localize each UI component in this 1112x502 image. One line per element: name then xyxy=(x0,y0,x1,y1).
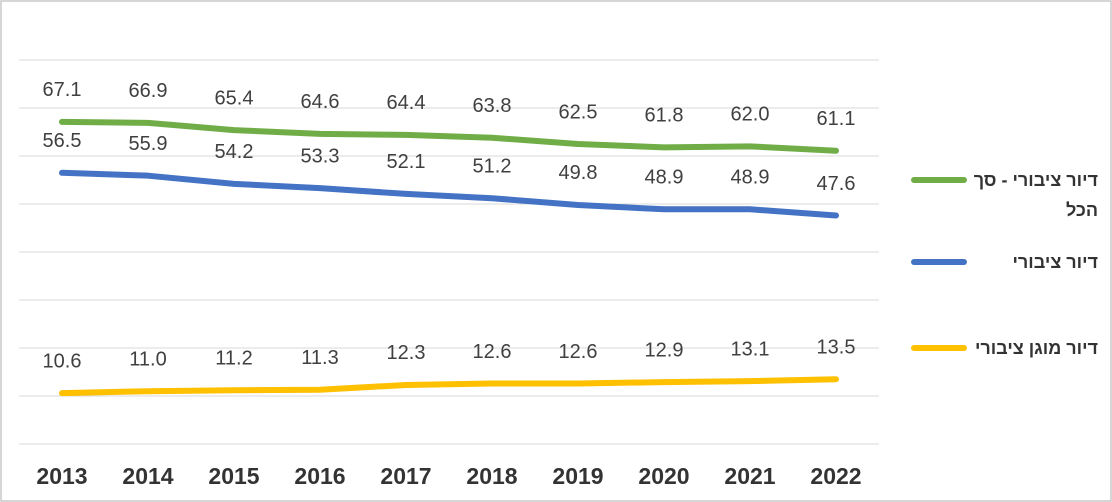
x-tick-label: 2013 xyxy=(36,463,87,489)
legend-label: דיור ציבורי xyxy=(1012,252,1099,272)
data-label: 67.1 xyxy=(43,79,82,101)
data-label: 61.8 xyxy=(645,105,684,127)
data-label: 54.2 xyxy=(215,141,254,163)
data-label: 48.9 xyxy=(645,167,684,189)
data-label: 55.9 xyxy=(129,133,168,155)
data-label: 52.1 xyxy=(387,151,426,173)
data-label: 13.5 xyxy=(817,336,856,358)
data-label: 12.9 xyxy=(645,339,684,361)
data-label: 53.3 xyxy=(301,145,340,167)
data-label: 62.5 xyxy=(559,101,598,123)
data-label: 12.6 xyxy=(559,341,598,363)
data-label: 66.9 xyxy=(129,80,168,102)
data-label: 63.8 xyxy=(473,95,512,117)
data-label: 49.8 xyxy=(559,162,598,184)
data-label: 65.4 xyxy=(215,87,254,109)
x-tick-label: 2016 xyxy=(294,463,345,489)
data-label: 11.2 xyxy=(215,348,252,370)
series-line xyxy=(59,118,839,154)
data-label: 12.6 xyxy=(473,341,512,363)
data-label: 51.2 xyxy=(473,156,512,178)
data-label: 47.6 xyxy=(817,173,856,195)
legend-label: דיור ציבורי - סך הכל xyxy=(973,170,1098,220)
x-tick-label: 2020 xyxy=(638,463,689,489)
data-label: 64.6 xyxy=(301,91,340,113)
x-tick-label: 2018 xyxy=(466,463,517,489)
legend-label: דיור מוגן ציבורי xyxy=(974,338,1098,358)
data-label: 12.3 xyxy=(387,342,426,364)
series-line xyxy=(59,376,839,397)
x-tick-label: 2021 xyxy=(724,463,775,489)
x-tick-label: 2022 xyxy=(810,463,861,489)
data-label: 56.5 xyxy=(43,130,82,152)
series-line xyxy=(59,169,839,219)
data-label: 13.1 xyxy=(731,338,770,360)
x-tick-label: 2015 xyxy=(208,463,259,489)
x-tick-label: 2017 xyxy=(380,463,431,489)
x-tick-label: 2014 xyxy=(122,463,173,489)
data-label: 11.3 xyxy=(301,347,338,369)
data-label: 10.6 xyxy=(43,350,82,372)
data-label: 61.1 xyxy=(817,108,856,130)
data-label: 11.0 xyxy=(129,348,166,370)
data-label: 62.0 xyxy=(731,104,770,126)
data-label: 64.4 xyxy=(387,92,426,114)
data-label: 48.9 xyxy=(731,167,770,189)
x-tick-label: 2019 xyxy=(552,463,603,489)
